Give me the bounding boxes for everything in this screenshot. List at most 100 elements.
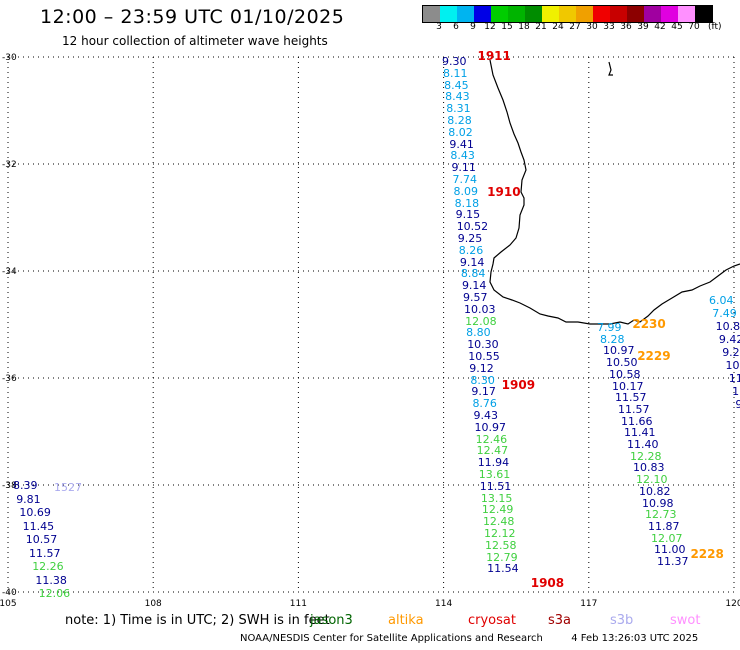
wave-height-value: 11.66 — [621, 414, 653, 428]
pass-time-label: 1910 — [487, 185, 521, 200]
wave-height-value: 11.87 — [648, 519, 680, 533]
colorbar-swatch — [542, 6, 559, 22]
wave-height-value: 9.42 — [718, 333, 740, 346]
colorbar-label: 33 — [603, 22, 615, 32]
wave-height-value: 9.15 — [455, 208, 481, 222]
wave-height-value: 11.54 — [487, 562, 519, 576]
colorbar-label: 24 — [552, 22, 564, 32]
colorbar-label: 9 — [470, 22, 476, 32]
wave-height-value: 13.15 — [480, 491, 513, 505]
pass-time-label: 1909 — [501, 378, 536, 393]
legend-s3a: s3a — [548, 613, 572, 628]
wave-height-value: 11 — [732, 385, 740, 398]
colorbar-swatch — [457, 6, 474, 22]
wave-height-value: 10.83 — [633, 461, 665, 475]
wave-height-value: 9.81 — [16, 492, 41, 506]
wave-height-value: 9.12 — [469, 361, 494, 375]
wave-height-value: 6.04 — [709, 294, 734, 307]
wave-height-value: 9.14 — [459, 255, 485, 269]
wave-height-value: 12.06 — [38, 587, 71, 600]
colorbar-unit: (ft) — [708, 22, 722, 32]
lon-tick-label: 114 — [435, 599, 452, 609]
wave-height-value: 8.30 — [470, 373, 495, 387]
colorbar-swatch — [559, 6, 576, 22]
colorbar-label: 18 — [518, 22, 530, 32]
colorbar-swatch — [491, 6, 508, 22]
wave-height-value: 8.09 — [453, 184, 479, 198]
colorbar-label: 12 — [484, 22, 496, 32]
lat-tick-label: -36 — [2, 374, 17, 384]
wave-height-value: 9.43 — [473, 409, 499, 422]
wave-height-value: 8.28 — [600, 332, 625, 346]
wave-height-colorbar — [422, 5, 713, 23]
colorbar-label: 45 — [671, 22, 683, 32]
wave-height-value: 10.97 — [603, 344, 635, 358]
wave-height-value: 9.14 — [461, 279, 487, 293]
map-subtitle: 12 hour collection of altimeter wave hei… — [62, 34, 328, 48]
colorbar-label: 39 — [637, 22, 649, 32]
wave-height-value: 12.79 — [486, 550, 518, 564]
colorbar-swatch — [474, 6, 491, 22]
colorbar-swatch — [525, 6, 542, 22]
wave-height-value: 12.28 — [630, 449, 662, 463]
wave-height-value: 9.30 — [442, 55, 467, 68]
colorbar-label: 27 — [569, 22, 581, 32]
wave-height-value: 12.73 — [645, 508, 677, 522]
colorbar-swatch — [695, 6, 712, 22]
lat-tick-label: -38 — [2, 481, 17, 491]
map-title: 12:00 – 23:59 UTC 01/10/2025 — [40, 6, 345, 28]
wave-height-value: 8.02 — [448, 125, 473, 139]
wave-height-value: 12.58 — [485, 538, 517, 552]
wave-height-value: 10.98 — [642, 496, 674, 510]
wave-height-value: 8.39 — [13, 479, 38, 492]
wave-height-value: 10.52 — [456, 220, 489, 234]
colorbar-label: 3 — [436, 22, 442, 32]
wave-height-value: 10.30 — [467, 338, 499, 352]
legend-swot: swot — [670, 613, 701, 628]
wave-height-value: 8.11 — [443, 66, 468, 80]
coastline — [489, 59, 740, 325]
colorbar-swatch — [627, 6, 644, 22]
wave-height-value: 11.40 — [627, 438, 659, 451]
wave-height-value: 12.07 — [651, 531, 683, 545]
wave-height-value: 10.17 — [612, 379, 644, 393]
wave-height-value: 10.82 — [639, 484, 671, 498]
colorbar-swatch — [661, 6, 678, 22]
wave-height-value: 9.17 — [471, 385, 496, 399]
lat-tick-label: -34 — [2, 267, 17, 277]
wave-height-value: 8.45 — [444, 78, 469, 92]
wave-height-value: 10.97 — [474, 420, 507, 434]
lat-tick-label: -30 — [2, 53, 17, 63]
legend-s3b: s3b — [610, 613, 634, 628]
colorbar-label: 70 — [688, 22, 700, 32]
wave-height-value: 11.94 — [477, 456, 510, 470]
colorbar-label: 21 — [535, 22, 547, 32]
wave-height-value: 12.08 — [465, 314, 497, 328]
footer-note: note: 1) Time is in UTC; 2) SWH is in fe… — [65, 613, 330, 628]
coastline-west-australia — [489, 59, 740, 325]
lon-tick-label: 117 — [580, 599, 597, 609]
wave-height-value: 11.51 — [479, 479, 512, 493]
pass-time-label: 1527 — [53, 480, 82, 494]
wave-height-value: 7.49 — [712, 307, 737, 320]
wave-height-value: 9.57 — [463, 291, 488, 304]
wave-height-value: 12.26 — [32, 560, 64, 573]
wave-height-value: 9.25 — [457, 232, 483, 245]
wave-height-value: 11.38 — [35, 573, 67, 587]
lon-tick-label: 105 — [0, 599, 17, 609]
wave-height-value: 8.28 — [447, 114, 472, 127]
wave-height-value: 9.41 — [449, 137, 474, 151]
legend-jason3: jason3 — [310, 613, 353, 628]
lon-tick-label: 120 — [725, 599, 740, 609]
wave-height-value: 8.43 — [450, 149, 475, 163]
colorbar-swatch — [576, 6, 593, 22]
wave-height-value: 10.4 — [725, 359, 740, 372]
pass-time-label: 1908 — [530, 575, 565, 590]
wave-height-value: 8.84 — [460, 267, 486, 281]
wave-height-value: 12.48 — [482, 515, 515, 529]
wave-height-value: 7.99 — [597, 321, 622, 334]
pass-time-label: 2230 — [632, 316, 666, 331]
wave-height-value: 10.50 — [606, 356, 638, 370]
pass-time-label: 2228 — [690, 546, 724, 561]
